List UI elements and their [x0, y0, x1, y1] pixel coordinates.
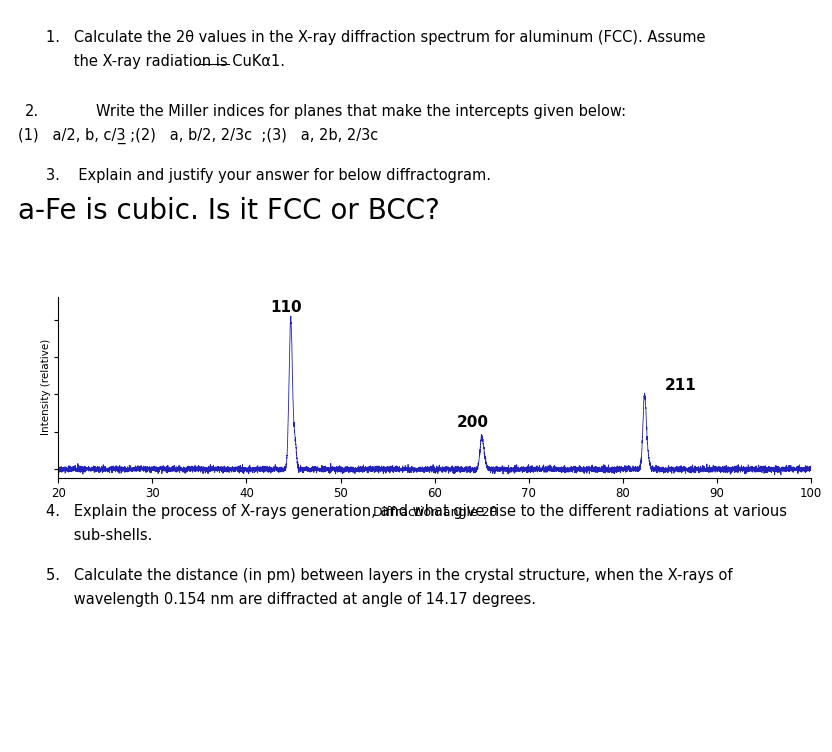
Text: the X-ray radiation is CuKα1.: the X-ray radiation is CuKα1. [46, 54, 285, 69]
Text: (1)   a/2, b, c/3̲ ;(2)   a, b/2, 2/3c  ;(3)   a, 2b, 2/3c: (1) a/2, b, c/3̲ ;(2) a, b/2, 2/3c ;(3) … [18, 128, 379, 144]
Text: Write the Miller indices for planes that make the intercepts given below:: Write the Miller indices for planes that… [96, 104, 626, 119]
Text: wavelength 0.154 nm are diffracted at angle of 14.17 degrees.: wavelength 0.154 nm are diffracted at an… [46, 592, 536, 607]
Text: 2.: 2. [25, 104, 39, 119]
Text: 4.   Explain the process of X-rays generation, and what give rise to the differe: 4. Explain the process of X-rays generat… [46, 504, 787, 519]
Text: 211: 211 [665, 378, 696, 393]
Text: 3.    Explain and justify your answer for below diffractogram.: 3. Explain and justify your answer for b… [46, 168, 491, 183]
Text: a-Fe is cubic. Is it FCC or BCC?: a-Fe is cubic. Is it FCC or BCC? [18, 197, 440, 225]
Text: the X-ray radiation is ̲C̲u̲K̲α1.: the X-ray radiation is ̲C̲u̲K̲α1. [46, 54, 285, 71]
X-axis label: Diffraction angle 2θ: Diffraction angle 2θ [373, 506, 497, 519]
Text: 110: 110 [270, 300, 302, 315]
Text: 200: 200 [457, 415, 488, 430]
Text: 5.   Calculate the distance (in pm) between layers in the crystal structure, whe: 5. Calculate the distance (in pm) betwee… [46, 568, 732, 583]
Y-axis label: Intensity (relative): Intensity (relative) [42, 339, 52, 435]
Text: sub-shells.: sub-shells. [46, 528, 152, 543]
Text: 1.   Calculate the 2θ values in the X-ray diffraction spectrum for aluminum (FCC: 1. Calculate the 2θ values in the X-ray … [46, 30, 706, 45]
